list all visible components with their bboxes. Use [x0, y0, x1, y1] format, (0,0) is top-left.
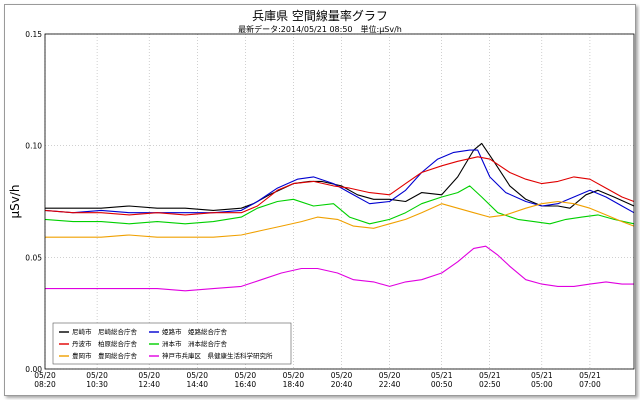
x-tick-time: 08:20 [34, 380, 56, 389]
x-tick-date: 05/20 [34, 371, 56, 380]
x-tick-date: 05/20 [86, 371, 108, 380]
y-tick-label: 0.15 [25, 30, 42, 39]
x-tick-time: 07:00 [579, 380, 601, 389]
y-tick-labels: 0.00 0.05 0.10 0.15 [25, 30, 42, 374]
x-tick-time: 10:30 [86, 380, 108, 389]
x-tick-time: 20:40 [331, 380, 353, 389]
legend-entry: 洲本市 洲本総合庁舎 [162, 339, 228, 348]
x-tick-date: 05/20 [186, 371, 208, 380]
series-line-1 [45, 142, 635, 211]
grid-lines [44, 33, 634, 370]
x-tick-time: 18:40 [283, 380, 305, 389]
x-tick-date: 05/21 [579, 371, 601, 380]
x-tick-time: 02:50 [479, 380, 501, 389]
x-tick-date: 05/20 [283, 371, 305, 380]
x-tick-date: 05/21 [431, 371, 453, 380]
x-tick-date: 05/21 [531, 371, 553, 380]
x-tick-date: 05/20 [138, 371, 160, 380]
x-tick-date: 05/20 [379, 371, 401, 380]
series-line-2 [44, 149, 635, 214]
x-tick-date: 05/20 [235, 371, 257, 380]
x-tick-date: 05/21 [479, 371, 501, 380]
chart-title: 兵庫県 空間線量率グラフ [252, 8, 388, 23]
radiation-line-chart: 兵庫県 空間線量率グラフ 最新データ:2014/05/21 08:50 単位:μ… [8, 8, 635, 389]
x-tick-time: 14:40 [186, 380, 208, 389]
x-tick-labels: 05/2008:2005/2010:3005/2012:4005/2014:40… [34, 371, 601, 389]
legend-entry: 丹波市 柏原総合庁舎 [72, 339, 138, 348]
chart-subtitle: 最新データ:2014/05/21 08:50 単位:μSv/h [238, 24, 402, 34]
chart-frame: 兵庫県 空間線量率グラフ 最新データ:2014/05/21 08:50 単位:μ… [4, 4, 636, 396]
series-line-5 [45, 200, 635, 238]
plot-area-border [44, 33, 635, 370]
x-tick-time: 00:50 [431, 380, 453, 389]
legend-box [52, 322, 292, 365]
legend-entry: 尼崎市 尼崎総合庁舎 [72, 327, 138, 336]
y-tick-label: 0.05 [25, 253, 42, 262]
x-tick-time: 22:40 [379, 380, 401, 389]
x-tick-time: 16:40 [235, 380, 257, 389]
series-line-4 [44, 185, 635, 225]
legend-entry: 姫路市 姫路総合庁舎 [162, 327, 228, 336]
x-tick-time: 05:00 [531, 380, 553, 389]
y-tick-label: 0.10 [25, 142, 42, 151]
series-line-6 [45, 245, 634, 292]
legend-entry: 豊岡市 豊岡総合庁舎 [72, 351, 138, 360]
series-lines [44, 142, 635, 292]
y-axis-label: μSv/h [8, 184, 22, 218]
series-line-3 [44, 156, 635, 216]
y-tick-label: 0.00 [25, 365, 42, 374]
x-tick-date: 05/20 [331, 371, 353, 380]
legend-entry: 神戸市兵庫区 県健康生活科学研究所 [162, 351, 273, 360]
x-tick-time: 12:40 [138, 380, 160, 389]
